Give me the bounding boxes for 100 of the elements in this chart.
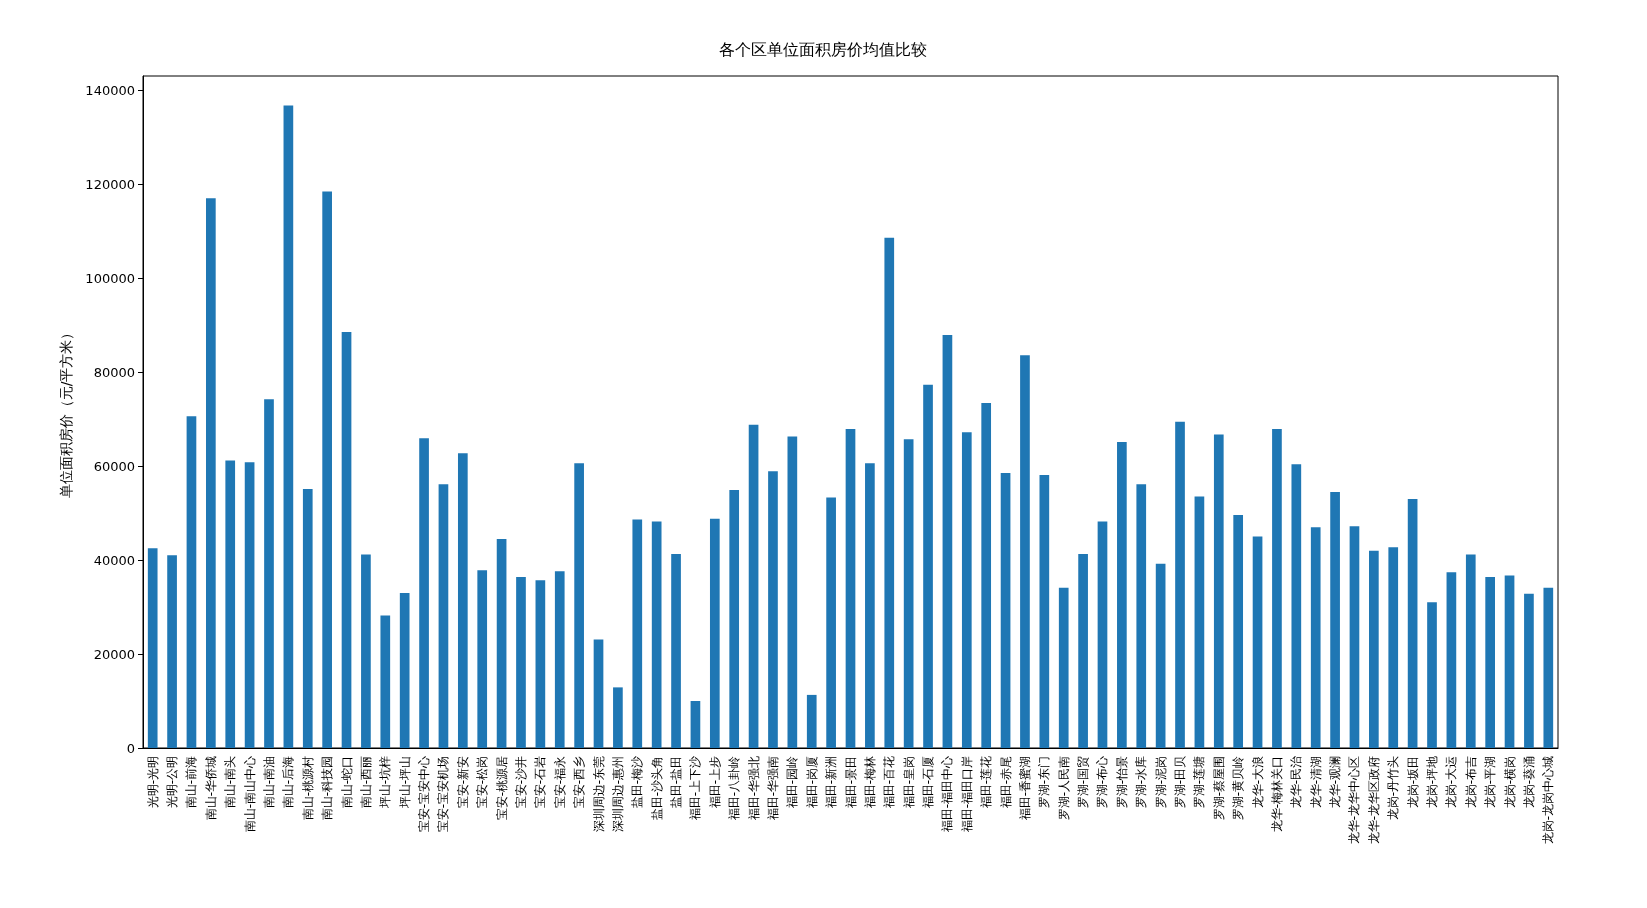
x-tick-label: 福田-赤尾 bbox=[998, 756, 1013, 809]
bar bbox=[535, 580, 546, 748]
bar bbox=[1524, 593, 1534, 748]
x-tick-label: 福田-上步 bbox=[707, 756, 722, 809]
bar bbox=[341, 332, 352, 748]
x-tick-label: 宝安-沙井 bbox=[513, 756, 528, 809]
x-tick-label: 坪山-坪山 bbox=[397, 756, 412, 810]
x-tick-label: 南山-后海 bbox=[281, 756, 296, 809]
x-tick-label: 福田-景田 bbox=[843, 756, 858, 809]
bar bbox=[264, 399, 274, 748]
bar bbox=[729, 490, 740, 748]
bar bbox=[1291, 464, 1302, 748]
x-tick-label: 福田-福田中心 bbox=[940, 756, 955, 833]
bar bbox=[1446, 572, 1457, 748]
bar bbox=[496, 538, 507, 748]
x-tick-label: 龙岗-平湖 bbox=[1483, 756, 1498, 809]
x-tick-label: 盐田-梅沙 bbox=[630, 756, 645, 809]
y-tick-label: 40000 bbox=[93, 552, 135, 568]
x-tick-label: 福田-园岭 bbox=[785, 756, 800, 809]
x-tick-label: 罗湖-田贝 bbox=[1173, 756, 1188, 809]
bar bbox=[845, 428, 856, 748]
x-tick-label: 龙岗-坪地 bbox=[1425, 756, 1440, 809]
x-tick-label: 宝安-福永 bbox=[552, 756, 567, 809]
x-tick-label: 龙岗-丹竹头 bbox=[1386, 756, 1401, 821]
bar bbox=[1543, 587, 1554, 748]
bar bbox=[787, 436, 798, 748]
bar bbox=[826, 497, 836, 748]
bar bbox=[1058, 587, 1069, 748]
x-tick-label: 福田-福田口岸 bbox=[959, 756, 974, 833]
bar bbox=[1175, 421, 1185, 748]
bar bbox=[1000, 473, 1011, 748]
x-tick-label: 南山-南油 bbox=[261, 756, 276, 809]
x-tick-label: 罗湖-国贸 bbox=[1076, 756, 1091, 809]
y-tick-label: 120000 bbox=[85, 176, 135, 192]
bar bbox=[1020, 355, 1030, 748]
bar bbox=[477, 570, 488, 748]
bar bbox=[1097, 521, 1108, 748]
bar bbox=[961, 432, 972, 748]
bar bbox=[651, 521, 662, 748]
x-tick-label: 龙华-观澜 bbox=[1328, 756, 1343, 809]
y-tick-label: 140000 bbox=[85, 82, 135, 98]
x-tick-label: 罗湖-黄贝岭 bbox=[1231, 756, 1246, 821]
bar bbox=[981, 403, 992, 748]
bar bbox=[1078, 553, 1088, 748]
bar bbox=[206, 198, 216, 748]
x-tick-label: 福田-岗厦 bbox=[804, 756, 819, 809]
bar bbox=[167, 555, 177, 748]
x-tick-label: 南山-桃源村 bbox=[300, 756, 315, 821]
x-tick-label: 龙华-清湖 bbox=[1308, 756, 1323, 809]
bar bbox=[613, 687, 623, 748]
x-tick-label: 罗湖-莲塘 bbox=[1192, 756, 1207, 809]
bar bbox=[1136, 484, 1147, 748]
bar bbox=[399, 592, 410, 748]
bar bbox=[1310, 527, 1321, 748]
bar bbox=[283, 105, 294, 748]
bar bbox=[1252, 536, 1263, 748]
bar bbox=[244, 462, 255, 748]
y-axis-title: 单位面积房价（元/平方米） bbox=[58, 325, 74, 499]
x-tick-label: 福田-华强南 bbox=[765, 756, 780, 821]
x-tick-label: 福田-香蜜湖 bbox=[1017, 756, 1032, 821]
y-tick-label: 100000 bbox=[85, 270, 135, 286]
x-tick-label: 福田-梅林 bbox=[862, 756, 877, 809]
bar bbox=[1388, 547, 1399, 748]
x-tick-label: 龙岗-葵涌 bbox=[1521, 756, 1536, 809]
bar bbox=[380, 615, 391, 748]
y-tick-label: 60000 bbox=[93, 458, 135, 474]
x-tick-label: 南山-科技园 bbox=[320, 756, 335, 821]
x-tick-label: 龙岗-布吉 bbox=[1463, 756, 1478, 809]
bar bbox=[554, 571, 565, 748]
bar bbox=[225, 460, 236, 748]
bar bbox=[186, 416, 197, 748]
x-tick-label: 南山-南山中心 bbox=[242, 756, 257, 833]
x-tick-label: 宝安-石岩 bbox=[533, 756, 548, 809]
bar bbox=[516, 576, 526, 748]
x-tick-label: 宝安-宝安中心 bbox=[417, 756, 432, 833]
bar bbox=[748, 424, 759, 748]
x-tick-label: 龙华-龙华区政府 bbox=[1366, 756, 1381, 845]
x-tick-label: 福田-皇岗 bbox=[901, 756, 916, 809]
x-tick-label: 罗湖-蔡屋围 bbox=[1211, 756, 1226, 821]
bar bbox=[865, 463, 875, 748]
x-tick-label: 龙华-梅林关口 bbox=[1269, 756, 1284, 833]
x-tick-label: 福田-百花 bbox=[882, 756, 897, 809]
x-tick-label: 南山-华侨城 bbox=[203, 756, 218, 821]
bar bbox=[768, 471, 778, 748]
x-tick-label: 宝安-松岗 bbox=[475, 756, 490, 809]
x-tick-label: 福田-上下沙 bbox=[688, 756, 703, 821]
x-tick-label: 龙华-大浪 bbox=[1250, 756, 1265, 809]
x-tick-label: 宝安-桃源居 bbox=[494, 756, 509, 821]
bar bbox=[632, 519, 643, 748]
x-tick-label: 罗湖-人民南 bbox=[1056, 756, 1071, 821]
bar bbox=[593, 639, 604, 748]
bar bbox=[1407, 498, 1418, 748]
x-tick-label: 罗湖-怡景 bbox=[1114, 756, 1129, 809]
x-tick-label: 龙岗-大运 bbox=[1444, 756, 1459, 809]
bar bbox=[942, 334, 953, 748]
bar bbox=[1485, 576, 1495, 748]
bar bbox=[1213, 434, 1224, 748]
x-tick-label: 南山-蛇口 bbox=[339, 756, 354, 809]
bar bbox=[1039, 474, 1050, 748]
bar bbox=[671, 553, 681, 748]
